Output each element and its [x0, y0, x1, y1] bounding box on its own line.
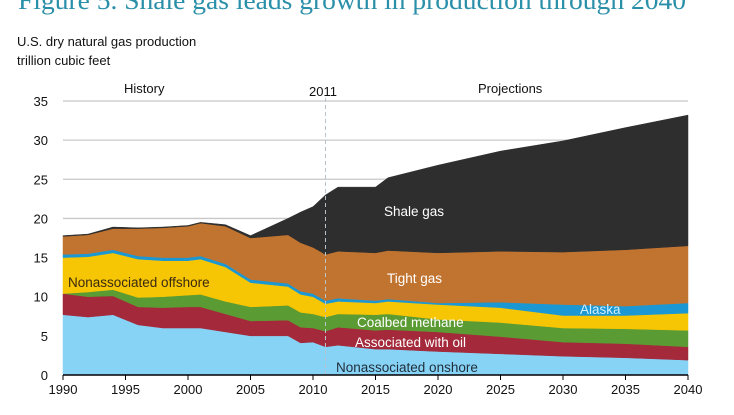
divider-year-label: 2011	[309, 84, 337, 99]
x-tick-label: 2005	[236, 382, 265, 397]
y-tick-label: 20	[34, 211, 48, 226]
series-label: Nonassociated onshore	[336, 360, 478, 375]
series-label: Nonassociated offshore	[68, 275, 210, 290]
x-tick-label: 2025	[486, 382, 515, 397]
series-label: Associated with oil	[355, 335, 466, 350]
x-tick-label: 2015	[361, 382, 390, 397]
x-tick-label: 2035	[611, 382, 640, 397]
y-tick-label: 25	[34, 172, 48, 187]
y-tick-label: 10	[34, 290, 48, 305]
chart-title: Figure 5. Shale gas leads growth in prod…	[18, 0, 686, 15]
projections-label: Projections	[478, 81, 543, 96]
chart-subtitle: U.S. dry natural gas production	[17, 34, 196, 49]
y-tick-label: 30	[34, 133, 48, 148]
x-tick-label: 2030	[549, 382, 578, 397]
history-label: History	[124, 81, 165, 96]
series-label: Coalbed methane	[357, 315, 464, 330]
x-tick-label: 1995	[111, 382, 140, 397]
y-tick-label: 35	[34, 94, 48, 109]
series-label: Tight gas	[387, 271, 442, 286]
x-tick-label: 2010	[299, 382, 328, 397]
x-tick-label: 2040	[674, 382, 703, 397]
series-label: Shale gas	[384, 204, 444, 219]
y-tick-label: 15	[34, 251, 48, 266]
x-tick-label: 2020	[424, 382, 453, 397]
area-shale-gas	[62, 114, 689, 255]
series-label: Alaska	[580, 302, 621, 317]
x-tick-label: 1990	[49, 382, 78, 397]
y-tick-label: 5	[41, 329, 48, 344]
y-tick-label: 0	[41, 368, 48, 383]
unit-label: trillion cubic feet	[17, 53, 111, 68]
x-tick-label: 2000	[174, 382, 203, 397]
